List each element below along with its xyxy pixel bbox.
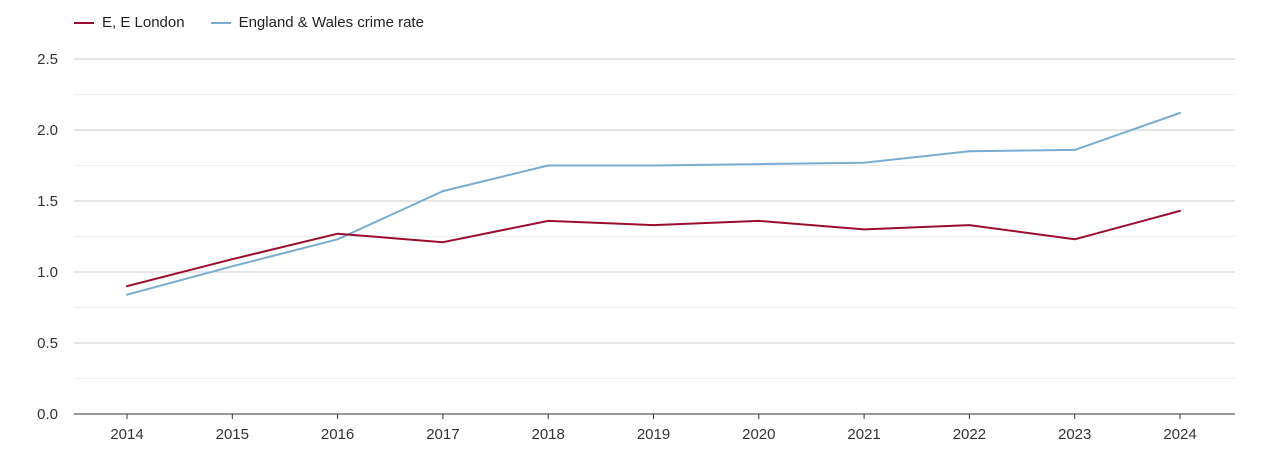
data-point-london [967,223,972,228]
data-point-london [651,223,656,228]
data-point-london [546,218,551,223]
y-tick-label: 2.0 [37,122,58,139]
x-axis: 2014 2015 2016 2017 2018 2019 2020 2021 2022 2023… [74,413,1235,443]
data-point-england-wales [651,163,656,168]
data-point-london [125,284,130,289]
y-tick-label: 1.0 [37,264,58,281]
data-point-england-wales [1072,147,1077,152]
x-tick-label: 2022 [953,426,986,443]
legend-swatch-england-wales [210,21,231,24]
x-tick-label: 2017 [426,426,459,443]
x-tick-label: 2024 [1163,426,1196,443]
data-point-london [440,240,445,245]
x-tick-label: 2023 [1058,426,1091,443]
x-tick-label: 2019 [637,426,670,443]
legend-label-england-wales: England & Wales crime rate [238,14,424,31]
legend: E, E London England & Wales crime rate [74,14,424,31]
x-tick-label: 2018 [532,426,565,443]
legend-item-london[interactable]: E, E London [74,14,185,31]
y-axis: 0.0 0.5 1.0 1.5 2.0 2.5 [37,51,58,423]
y-tick-label: 0.0 [37,406,58,423]
legend-label-london: E, E London [102,14,185,31]
data-point-london [335,231,340,236]
data-point-england-wales [1178,110,1183,115]
x-tick-label: 2015 [216,426,249,443]
y-tick-label: 0.5 [37,335,58,352]
data-point-london [1072,237,1077,242]
series-group [125,110,1183,297]
data-point-london [756,218,761,223]
data-point-england-wales [862,160,867,165]
data-point-london [230,257,235,262]
x-tick-label: 2016 [321,426,354,443]
y-tick-label: 2.5 [37,51,58,68]
data-point-london [1178,208,1183,213]
x-tick-label: 2021 [847,426,880,443]
x-tick-label: 2020 [742,426,775,443]
series-line-england-wales [126,112,1181,296]
grid [74,58,1235,379]
data-point-england-wales [967,149,972,154]
series-line-london [126,209,1181,288]
legend-item-england-wales[interactable]: England & Wales crime rate [210,14,424,31]
x-tick-label: 2014 [110,426,143,443]
data-point-england-wales [335,237,340,242]
y-tick-label: 1.5 [37,193,58,210]
legend-swatch-london [74,21,94,24]
data-point-england-wales [125,292,130,297]
data-point-london [862,227,867,232]
data-point-england-wales [440,189,445,194]
data-point-england-wales [230,264,235,269]
data-point-england-wales [546,163,551,168]
data-point-england-wales [756,162,761,167]
